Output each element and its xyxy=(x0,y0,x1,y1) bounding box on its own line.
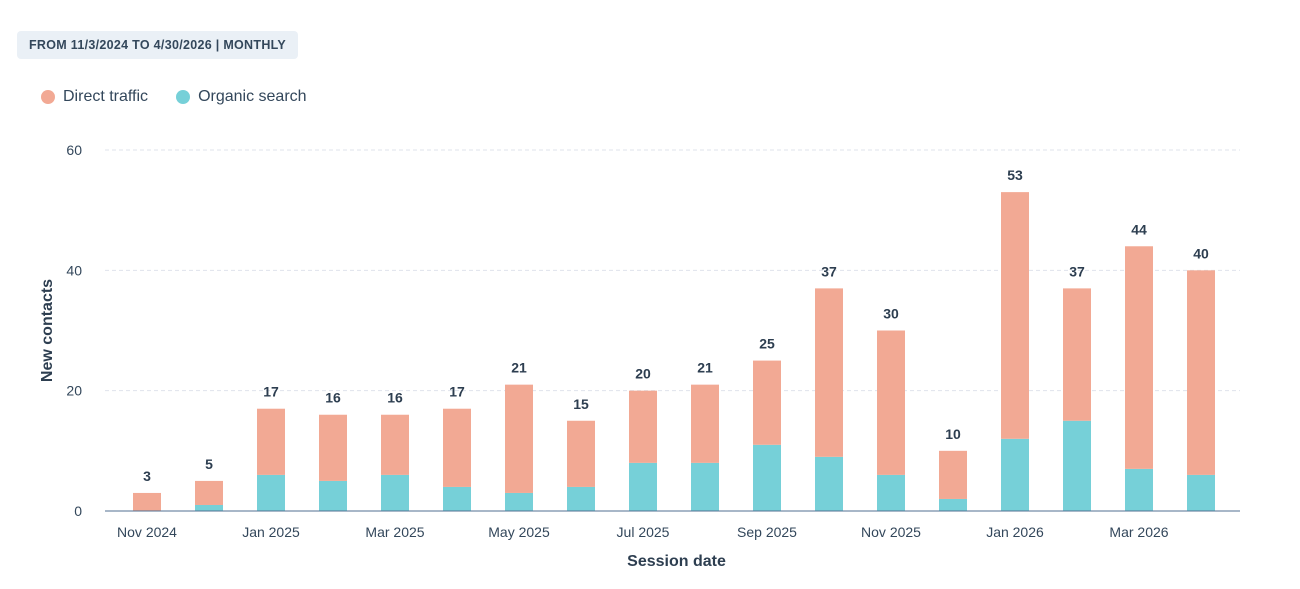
bar-direct-traffic xyxy=(195,480,223,505)
bar-total-label: 5 xyxy=(205,456,213,472)
bar-organic-search xyxy=(1125,468,1153,511)
x-tick-label: Mar 2025 xyxy=(365,524,424,540)
bar-organic-search xyxy=(195,504,223,511)
bar-direct-traffic xyxy=(939,450,967,499)
bar-direct-traffic xyxy=(1001,192,1029,439)
bar-total-label: 20 xyxy=(635,366,651,382)
bar-organic-search xyxy=(753,444,781,511)
bar-organic-search xyxy=(443,486,471,511)
bar-direct-traffic xyxy=(567,420,595,487)
bar-organic-search xyxy=(567,486,595,511)
legend-label-organic: Organic search xyxy=(198,88,307,105)
bar-total-label: 21 xyxy=(697,360,713,376)
y-tick-label: 40 xyxy=(66,262,82,278)
x-axis-title: Session date xyxy=(627,553,726,570)
bar-direct-traffic xyxy=(381,414,409,475)
bar-direct-traffic xyxy=(1125,246,1153,469)
bar-total-label: 37 xyxy=(1069,263,1085,279)
legend-item-direct-traffic[interactable]: Direct traffic xyxy=(41,88,148,106)
x-tick-label: Mar 2026 xyxy=(1109,524,1168,540)
bar-total-label: 30 xyxy=(883,306,899,322)
y-tick-label: 60 xyxy=(66,142,82,158)
bar-organic-search xyxy=(691,462,719,511)
bar-organic-search xyxy=(319,480,347,511)
y-axis-title: New contacts xyxy=(39,279,56,382)
bar-direct-traffic xyxy=(1187,270,1215,475)
bar-organic-search xyxy=(629,462,657,511)
bar-organic-search xyxy=(815,456,843,511)
bar-total-label: 17 xyxy=(263,384,279,400)
legend-dot-organic-icon xyxy=(176,90,191,104)
x-tick-label: Nov 2024 xyxy=(117,524,177,540)
bar-direct-traffic xyxy=(753,360,781,445)
bar-total-label: 16 xyxy=(387,390,403,406)
x-tick-label: Sep 2025 xyxy=(737,524,797,540)
legend-label-direct: Direct traffic xyxy=(63,88,149,105)
bar-organic-search xyxy=(381,474,409,511)
x-tick-label: Nov 2025 xyxy=(861,524,921,540)
bar-direct-traffic xyxy=(443,408,471,487)
bar-organic-search xyxy=(1001,438,1029,511)
bar-direct-traffic xyxy=(319,414,347,481)
bar-total-label: 17 xyxy=(449,384,465,400)
x-tick-label: Jan 2026 xyxy=(986,524,1044,540)
bar-organic-search xyxy=(939,498,967,511)
bar-direct-traffic xyxy=(257,408,285,475)
bar-total-label: 53 xyxy=(1007,167,1023,183)
bar-direct-traffic xyxy=(505,384,533,493)
bar-total-label: 15 xyxy=(573,396,589,412)
bar-total-label: 3 xyxy=(143,468,151,484)
bar-total-label: 37 xyxy=(821,263,837,279)
bar-organic-search xyxy=(257,474,285,511)
bar-direct-traffic xyxy=(629,390,657,463)
x-tick-label: Jul 2025 xyxy=(617,524,670,540)
y-tick-label: 20 xyxy=(66,383,82,399)
bar-organic-search xyxy=(1187,474,1215,511)
bar-direct-traffic xyxy=(1063,288,1091,421)
bar-total-label: 25 xyxy=(759,336,775,352)
chart-legend: Direct traffic Organic search xyxy=(41,88,335,106)
bar-total-label: 16 xyxy=(325,390,341,406)
bar-direct-traffic xyxy=(691,384,719,463)
bar-direct-traffic xyxy=(877,330,905,475)
bar-total-label: 21 xyxy=(511,360,527,376)
bar-organic-search xyxy=(1063,420,1091,511)
bar-organic-search xyxy=(877,474,905,511)
bar-direct-traffic xyxy=(815,288,843,457)
bar-total-label: 44 xyxy=(1131,221,1147,237)
x-tick-label: May 2025 xyxy=(488,524,550,540)
bar-total-label: 10 xyxy=(945,426,961,442)
bar-organic-search xyxy=(505,492,533,511)
legend-dot-direct-icon xyxy=(41,90,55,104)
legend-item-organic-search[interactable]: Organic search xyxy=(176,88,307,106)
y-tick-label: 0 xyxy=(74,503,82,519)
bar-total-label: 40 xyxy=(1193,245,1209,261)
x-tick-label: Jan 2025 xyxy=(242,524,300,540)
date-range-filter[interactable]: FROM 11/3/2024 TO 4/30/2026 | MONTHLY xyxy=(17,31,299,59)
bar-direct-traffic xyxy=(133,492,161,511)
